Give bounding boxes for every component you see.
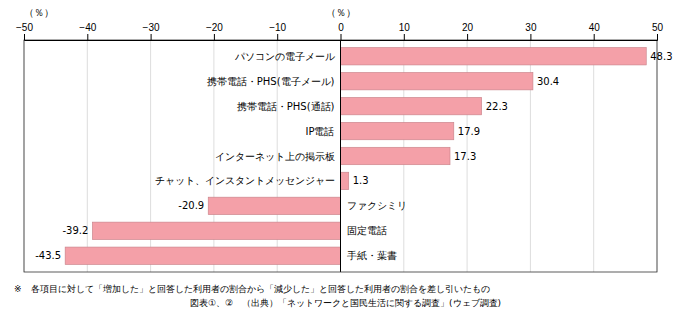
x-axis: −50 −40 −30 −20 −10 0 10 20 30 40 50 (16, 22, 663, 41)
tick-mark (530, 34, 531, 40)
category-label: インターネット上の掲示板 (215, 151, 335, 162)
tick-label: 0 (338, 22, 344, 33)
tick-mark (467, 34, 468, 40)
tick: 40 (589, 22, 601, 40)
axis-line (25, 34, 658, 41)
tick: −40 (79, 22, 96, 40)
tick-mark (24, 34, 25, 40)
tick: 50 (652, 22, 664, 40)
tick-label: −40 (79, 22, 96, 33)
grid-line (340, 40, 341, 272)
tick: −30 (143, 22, 160, 40)
axis-unit: （％） (326, 7, 356, 18)
grid-line (87, 40, 88, 272)
tick-mark (214, 34, 215, 40)
plot: −50 −40 −30 −20 −10 0 10 20 30 40 50 （％） （％） 手紙・葉書 固定電… (16, 7, 672, 272)
category-labels: 手紙・葉書 固定電話 ファクシミリ チャット、インスタントメッセンジャー インターネット… (155, 51, 407, 262)
tick: 10 (399, 22, 411, 40)
category-label: パソコンの電子メール (234, 51, 335, 62)
value-label: 22.3 (486, 101, 508, 112)
tick-label: 30 (525, 22, 537, 33)
value-label: 48.3 (650, 51, 672, 62)
tick: −10 (269, 22, 286, 40)
chart: −50 −40 −30 −20 −10 0 10 20 30 40 50 （％） （％） 手紙・葉書 固定電… (0, 0, 691, 312)
tick-mark (657, 34, 658, 40)
tick: −20 (206, 22, 223, 40)
bar (341, 72, 533, 89)
tick-label: 40 (589, 22, 601, 33)
bar (341, 97, 482, 114)
bar (341, 172, 349, 189)
tick-mark (87, 34, 88, 40)
grid (24, 40, 657, 272)
value-label: 1.3 (353, 175, 369, 186)
tick-label: −30 (143, 22, 160, 33)
tick-label: −20 (206, 22, 223, 33)
tick-label: 10 (399, 22, 411, 33)
tick-label: 50 (652, 22, 664, 33)
tick-label: −10 (269, 22, 286, 33)
tick-label: −50 (16, 22, 33, 33)
category-label: 携帯電話・PHS(通話) (237, 101, 335, 112)
tick-mark (151, 34, 152, 40)
value-label: -39.2 (62, 225, 88, 236)
tick: −50 (16, 22, 33, 40)
bar (341, 122, 454, 139)
tick-mark (277, 34, 278, 40)
tick-mark (341, 34, 342, 40)
bar (92, 222, 340, 239)
category-label: チャット、インスタントメッセンジャー (155, 175, 335, 186)
category-label: 固定電話 (347, 225, 387, 236)
value-labels: -43.5 -39.2 -20.9 1.3 17.3 17.9 22.3 30.4 48.3 (35, 51, 672, 262)
axis-unit: （％） (24, 7, 54, 18)
value-label: -43.5 (35, 250, 61, 261)
bars (65, 47, 646, 264)
bar (208, 197, 340, 214)
footnote: 図表①、② （出典）「ネットワークと国民生活に関する調査」(ウェブ調査) (190, 298, 501, 308)
tick: 30 (525, 22, 537, 40)
tick-mark (404, 34, 405, 40)
grid-line (593, 40, 594, 272)
frame (24, 40, 657, 272)
zero-line (340, 40, 341, 272)
footnote: ※ 各項目に対して「増加した」と回答した利用者の割合から「減少した」と回答した利… (14, 284, 490, 294)
tick: 0 (338, 22, 344, 40)
tick-mark (594, 34, 595, 40)
tick: 20 (462, 22, 474, 40)
value-label: 17.3 (454, 151, 476, 162)
bar (341, 147, 451, 164)
category-label: 手紙・葉書 (347, 250, 397, 261)
bar (341, 47, 647, 64)
value-label: 30.4 (537, 76, 559, 87)
tick-label: 20 (462, 22, 474, 33)
category-label: IP電話 (306, 126, 335, 137)
bar (65, 247, 340, 264)
value-label: -20.9 (178, 200, 204, 211)
category-label: ファクシミリ (347, 200, 407, 211)
value-label: 17.9 (458, 126, 480, 137)
category-label: 携帯電話・PHS(電子メール) (207, 76, 335, 87)
